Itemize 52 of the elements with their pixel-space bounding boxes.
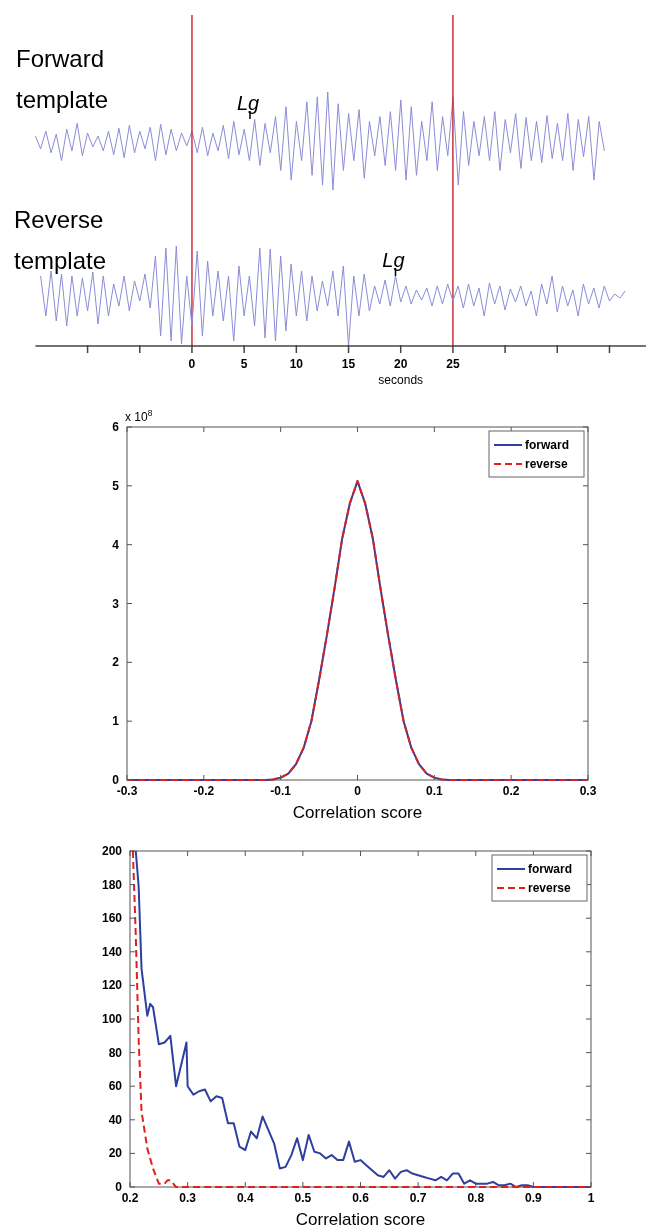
series-label: Reverse template xyxy=(14,206,107,274)
y-tick-label: 2 xyxy=(112,655,120,670)
x-tick-label: 1 xyxy=(587,1191,595,1205)
x-tick-label: -0.3 xyxy=(116,784,138,798)
x-tick-label: 10 xyxy=(289,357,304,371)
text: x 10$^{8}$ xyxy=(125,408,153,424)
x-tick-label: 0.5 xyxy=(294,1191,312,1205)
x-tick-label: 0.8 xyxy=(467,1191,485,1205)
y-tick-label: 5 xyxy=(112,478,120,493)
x-tick-label: 0.9 xyxy=(525,1191,543,1205)
y-tick-label: 3 xyxy=(112,596,120,611)
legend-label: forward xyxy=(528,862,573,876)
y-tick-label: 6 xyxy=(112,420,120,434)
x-tick-label: 0.1 xyxy=(425,784,443,798)
y-tick-label: 0 xyxy=(115,1180,123,1194)
y-tick-label: 4 xyxy=(112,537,120,552)
x-tick-label: 0.3 xyxy=(579,784,597,798)
y-tick-label: 1 xyxy=(112,714,120,729)
x-tick-label: 20 xyxy=(394,357,408,371)
x-tick-label: 0 xyxy=(354,784,362,798)
y-tick-label: 20 xyxy=(108,1146,123,1161)
legend-label: reverse xyxy=(525,457,569,471)
y-tick-label: 120 xyxy=(101,978,123,993)
x-tick-label: 0.2 xyxy=(121,1191,139,1205)
x-tick-label: 0 xyxy=(188,357,196,371)
y-tick-label: 140 xyxy=(101,944,123,959)
y-tick-label: 160 xyxy=(101,911,123,926)
x-axis-title: seconds xyxy=(378,373,424,387)
x-axis-title: Correlation score xyxy=(295,1210,426,1226)
x-tick-label: -0.1 xyxy=(270,784,292,798)
x-tick-label: -0.2 xyxy=(193,784,215,798)
x-tick-label: 0.6 xyxy=(352,1191,370,1205)
y-tick-label: 100 xyxy=(101,1012,123,1026)
x-axis-title: Correlation score xyxy=(292,803,423,822)
y-tick-label: 60 xyxy=(108,1079,123,1094)
annotation: Lg xyxy=(236,92,260,114)
x-tick-label: 25 xyxy=(446,357,460,371)
series-label: Forward template xyxy=(16,45,109,113)
annotation: Lg xyxy=(382,249,405,271)
y-tick-label: 0 xyxy=(112,773,120,787)
legend-label: reverse xyxy=(528,881,572,895)
legend-label: forward xyxy=(525,438,570,452)
x-tick-label: 0.3 xyxy=(179,1191,197,1205)
y-tick-label: 200 xyxy=(101,844,123,858)
y-tick-label: 40 xyxy=(108,1112,123,1127)
x-tick-label: 5 xyxy=(240,357,248,371)
x-tick-label: 15 xyxy=(341,357,356,371)
y-tick-label: 180 xyxy=(101,877,123,892)
x-tick-label: 0.2 xyxy=(502,784,520,798)
y-tick-label: 80 xyxy=(108,1045,123,1060)
x-tick-label: 0.4 xyxy=(236,1191,254,1205)
x-tick-label: 0.7 xyxy=(409,1191,427,1205)
